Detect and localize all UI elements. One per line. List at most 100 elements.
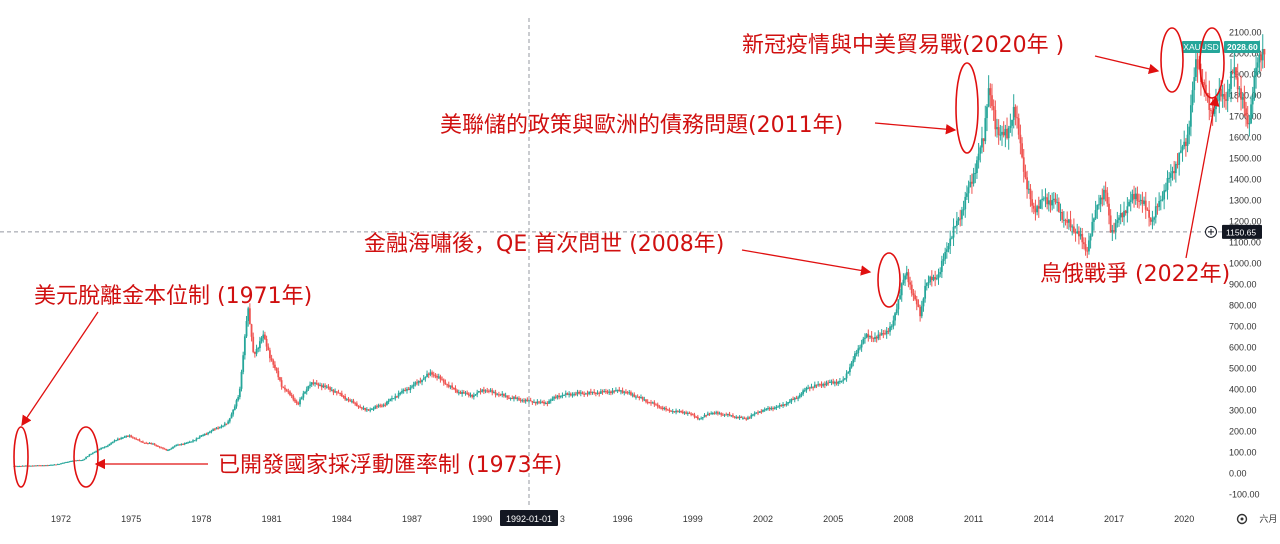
candle-body (1121, 213, 1124, 218)
candle-body (641, 396, 644, 400)
x-tick-label: 2014 (1034, 514, 1054, 524)
candle-body (1101, 197, 1104, 200)
candle-body (598, 392, 601, 394)
candle-body (1169, 173, 1172, 178)
candle-body (1088, 240, 1090, 252)
candle-body (1240, 88, 1242, 100)
candle-body (76, 460, 79, 462)
candle-body (150, 442, 153, 444)
candle-body (680, 411, 682, 413)
annotation-label: 烏俄戰爭 (2022年) (1040, 262, 1230, 287)
candle-body (411, 386, 413, 388)
settings-gear-icon[interactable] (1236, 513, 1248, 525)
y-tick-label: -100.00 (1229, 490, 1260, 500)
candle-body (803, 390, 806, 392)
candle-body (354, 403, 357, 405)
candle-body (1221, 94, 1224, 97)
candle-body (376, 406, 378, 408)
candle-body (847, 372, 850, 374)
candle-body (53, 464, 56, 466)
candle-body (91, 452, 94, 454)
annotation-label: 已開發國家採浮動匯率制 (1973年) (218, 453, 562, 478)
candle-body (412, 384, 415, 387)
candle-body (320, 385, 323, 388)
candle-body (252, 336, 255, 352)
candle-body (1021, 143, 1023, 158)
candle-body (666, 409, 669, 411)
candle-body (915, 299, 918, 305)
candle-body (85, 457, 87, 459)
candle-body (859, 347, 861, 349)
candle-body (279, 377, 281, 381)
candle-body (1086, 250, 1089, 252)
candle-body (135, 438, 138, 440)
candle-body (300, 397, 303, 400)
candle-body (80, 460, 82, 462)
candle-body (849, 367, 851, 373)
crosshair-date-label: 1992-01-01 (506, 514, 552, 524)
y-tick-label: 800.00 (1229, 301, 1257, 311)
candle-body (193, 440, 196, 442)
candle-body (780, 405, 783, 407)
candle-body (422, 378, 425, 380)
candle-body (476, 392, 479, 395)
candle-body (116, 438, 119, 441)
candle-body (1263, 48, 1266, 55)
candle-body (208, 431, 211, 433)
candle-body (75, 460, 77, 462)
candle-body (899, 295, 901, 300)
candle-body (815, 384, 818, 386)
candle-body (126, 436, 129, 438)
candle-body (857, 348, 860, 354)
candle-body (33, 465, 36, 467)
candle-body (870, 335, 873, 338)
candle-body (30, 465, 32, 467)
candle-body (115, 440, 118, 442)
candle-body (747, 417, 749, 419)
candle-body (138, 439, 141, 442)
candle-body (678, 411, 681, 413)
candle-body (1258, 54, 1261, 63)
candle-body (945, 249, 948, 252)
candle-body (919, 306, 922, 317)
candle-body (130, 435, 133, 438)
candle-body (633, 394, 636, 397)
candle-body (1022, 157, 1025, 172)
candle-body (942, 259, 945, 261)
candle-body (292, 395, 295, 400)
candle-body (984, 118, 987, 142)
candle-body (1019, 134, 1022, 144)
candle-body (790, 398, 793, 402)
candle-body (966, 193, 968, 197)
candle-body (793, 398, 796, 400)
candle-body (808, 387, 811, 389)
annotation-arrow (21, 311, 99, 427)
candle-body (994, 109, 997, 130)
candle-body (837, 381, 840, 384)
candle-body (217, 427, 220, 429)
candle-body (110, 443, 113, 445)
candle-body (459, 392, 462, 394)
candle-body (1173, 171, 1176, 174)
candle-body (1195, 59, 1197, 78)
candle-body (1196, 59, 1199, 69)
candle-body (889, 326, 891, 332)
candle-body (655, 404, 657, 406)
candle-body (909, 282, 911, 285)
candle-body (472, 395, 475, 398)
candle-body (625, 391, 627, 393)
candle-body (852, 359, 855, 363)
candle-body (735, 417, 738, 419)
candle-body (713, 412, 716, 414)
candle-body (588, 391, 591, 394)
candle-body (900, 283, 903, 296)
candle-body (733, 416, 736, 418)
candle-body (1171, 171, 1174, 174)
candle-body (133, 437, 136, 439)
candle-body (827, 382, 830, 384)
candle-body (879, 334, 881, 336)
candle-body (573, 393, 576, 395)
candle-body (55, 464, 57, 466)
